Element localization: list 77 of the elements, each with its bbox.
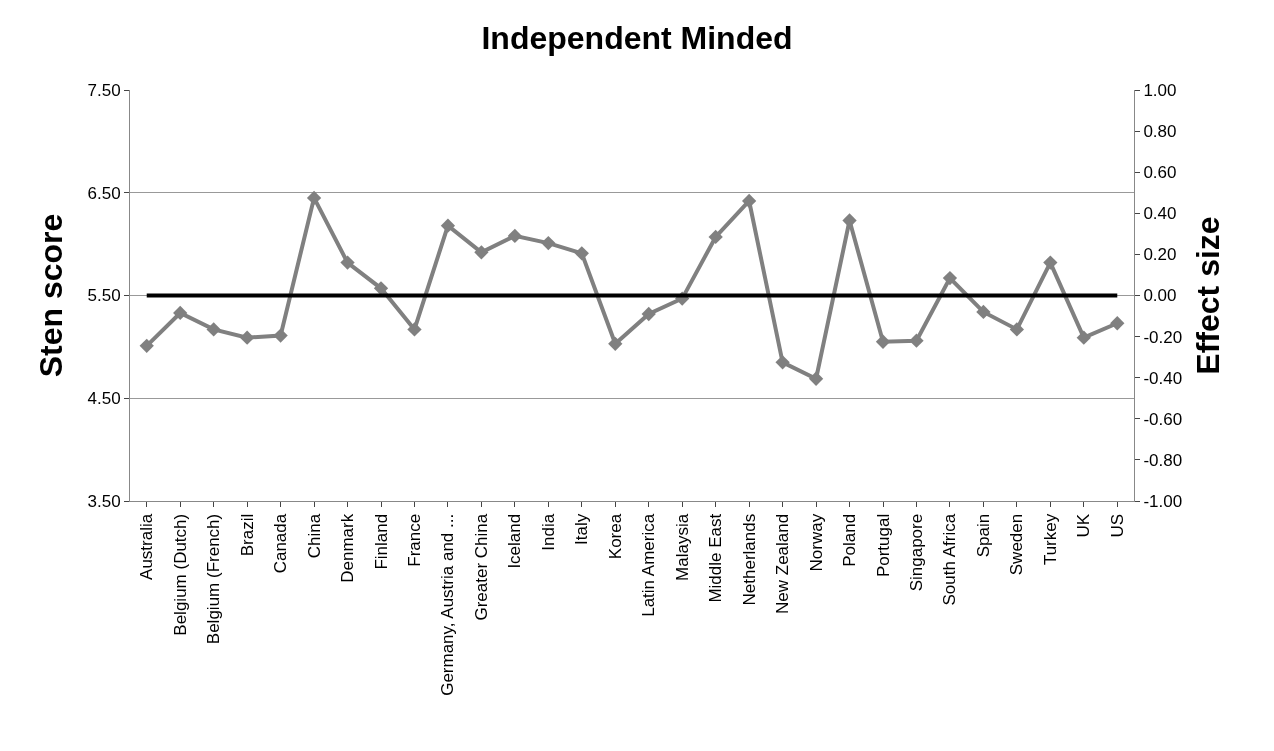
point	[942, 270, 958, 286]
x-tick-label: Singapore	[906, 513, 926, 592]
y2-tick-label: 0.00	[1143, 286, 1177, 306]
point	[1043, 255, 1058, 270]
y2-tick-label: 1.00	[1143, 80, 1177, 100]
point	[541, 235, 556, 251]
point	[909, 333, 924, 348]
x-tick-label: Netherlands	[739, 513, 759, 606]
x-tick-label: Sweden	[1007, 513, 1027, 576]
x-tick-label: Norway	[806, 513, 826, 572]
x-tick-label: Poland	[840, 513, 860, 567]
x-tick-label: France	[404, 513, 424, 567]
point	[808, 371, 824, 386]
y2-tick-label: -0.40	[1143, 368, 1183, 388]
point	[641, 306, 656, 322]
x-tick-label: Malaysia	[672, 513, 692, 581]
y2-tick-label: -0.20	[1143, 327, 1183, 347]
y2-tick-label: -0.60	[1143, 409, 1183, 429]
point	[373, 281, 389, 296]
y-tick-label: 5.50	[87, 286, 121, 306]
x-tick-label: Belgium (French)	[204, 513, 224, 645]
x-tick-label: Iceland	[505, 513, 525, 569]
point	[340, 255, 355, 270]
x-tick-label: Brazil	[237, 513, 257, 557]
y2-tick-label: -0.80	[1143, 450, 1183, 470]
y2-tick-label: 0.60	[1143, 163, 1177, 183]
y-tick-label: 4.50	[87, 389, 121, 409]
point	[440, 218, 456, 233]
point	[306, 190, 322, 206]
point	[574, 246, 589, 261]
x-tick-label: Middle East	[706, 513, 726, 603]
point	[206, 322, 221, 337]
y2-tick-label: 0.20	[1143, 245, 1177, 265]
x-tick-label: South Africa	[940, 513, 960, 606]
x-tick-label: Italy	[572, 513, 592, 545]
x-tick-label: Latin America	[639, 513, 659, 617]
x-tick-label: Germany, Austria and ...	[438, 513, 458, 696]
x-tick-label: Turkey	[1040, 513, 1060, 566]
point	[741, 193, 757, 209]
point	[1076, 330, 1091, 345]
y2-tick-label: 0.40	[1143, 204, 1177, 224]
y2-tick-label: -1.00	[1143, 491, 1183, 511]
point	[407, 322, 422, 337]
x-tick-label: India	[538, 513, 558, 551]
point	[239, 330, 255, 345]
chart-title: Independent Minded	[481, 19, 793, 56]
x-tick-label: Belgium (Dutch)	[170, 513, 190, 636]
point	[474, 245, 489, 260]
point	[875, 334, 891, 349]
point	[273, 328, 288, 343]
x-tick-label: UK	[1074, 513, 1094, 538]
y-axis-title: Sten score	[32, 213, 69, 378]
point	[608, 336, 623, 351]
point	[1009, 322, 1025, 337]
x-tick-label: New Zealand	[773, 513, 793, 614]
x-tick-label: Spain	[973, 513, 993, 558]
point	[775, 355, 790, 370]
point	[1110, 316, 1125, 331]
x-tick-label: Portugal	[873, 513, 893, 578]
x-tick-label: Korea	[605, 513, 625, 560]
point	[507, 228, 523, 244]
point	[708, 229, 723, 245]
x-tick-label: China	[304, 513, 324, 559]
point	[173, 305, 188, 321]
point	[139, 338, 154, 353]
point	[976, 304, 991, 320]
y-tick-label: 7.50	[87, 80, 121, 100]
x-tick-label: Finland	[371, 513, 391, 570]
y-tick-label: 3.50	[87, 491, 121, 511]
x-tick-label: Denmark	[338, 513, 358, 583]
x-tick-label: Australia	[137, 513, 157, 580]
x-tick-label: US	[1107, 513, 1127, 538]
y2-tick-label: 0.80	[1143, 122, 1177, 142]
y2-axis-title: Effect size	[1190, 216, 1227, 375]
x-tick-label: Canada	[271, 513, 291, 574]
y-tick-label: 6.50	[87, 183, 121, 203]
x-tick-label: Greater China	[471, 513, 491, 621]
